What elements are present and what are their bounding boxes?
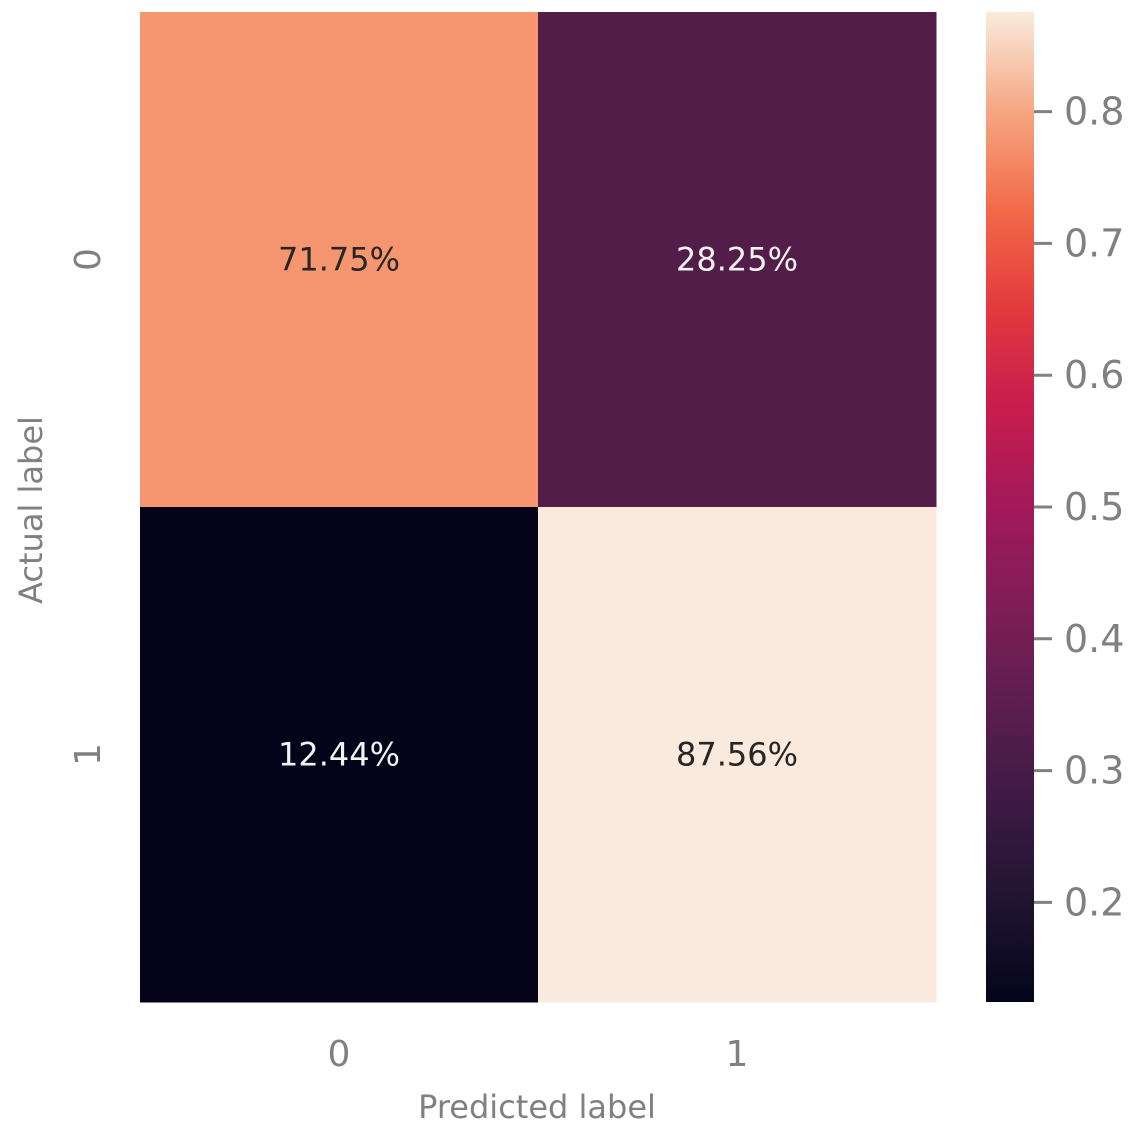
colorbar-tick-label-1: 0.3 [1064, 749, 1124, 793]
heatmap-cell-r0-c1 [538, 12, 937, 508]
heatmap-cells [140, 12, 937, 1003]
colorbar [986, 12, 1034, 1002]
x-tick-label-1: 1 [726, 1034, 749, 1075]
cell-value-label-r1-c1: 87.56% [676, 736, 798, 774]
colorbar-tick-label-4: 0.6 [1064, 353, 1124, 397]
cell-value-label-r0-c0: 71.75% [278, 241, 400, 279]
y-axis-ticks: 01 [68, 248, 109, 766]
heatmap-cell-labels: 71.75% 28.25% 12.44% 87.56% [278, 241, 798, 774]
heatmap-cell-r1-c0 [140, 507, 539, 1003]
y-tick-label-0: 0 [68, 248, 109, 271]
y-axis-title: Actual label [12, 416, 50, 604]
x-tick-label-0: 0 [328, 1034, 351, 1075]
colorbar-ticks: 0.2 0.3 0.4 0.5 0.6 0.7 0.8 [1034, 90, 1124, 924]
cell-value-label-r0-c1: 28.25% [676, 241, 798, 279]
colorbar-tick-label-6: 0.8 [1064, 90, 1124, 134]
cell-value-label-r1-c0: 12.44% [278, 736, 400, 774]
colorbar-tick-label-3: 0.5 [1064, 485, 1124, 529]
x-axis-title: Predicted label [418, 1088, 656, 1126]
heatmap-cell-r1-c1 [538, 507, 937, 1003]
heatmap-cell-r0-c0 [140, 12, 539, 508]
colorbar-tick-label-2: 0.4 [1064, 617, 1124, 661]
y-tick-label-1: 1 [68, 743, 109, 766]
colorbar-tick-label-0: 0.2 [1064, 880, 1124, 924]
colorbar-tick-label-5: 0.7 [1064, 221, 1124, 265]
